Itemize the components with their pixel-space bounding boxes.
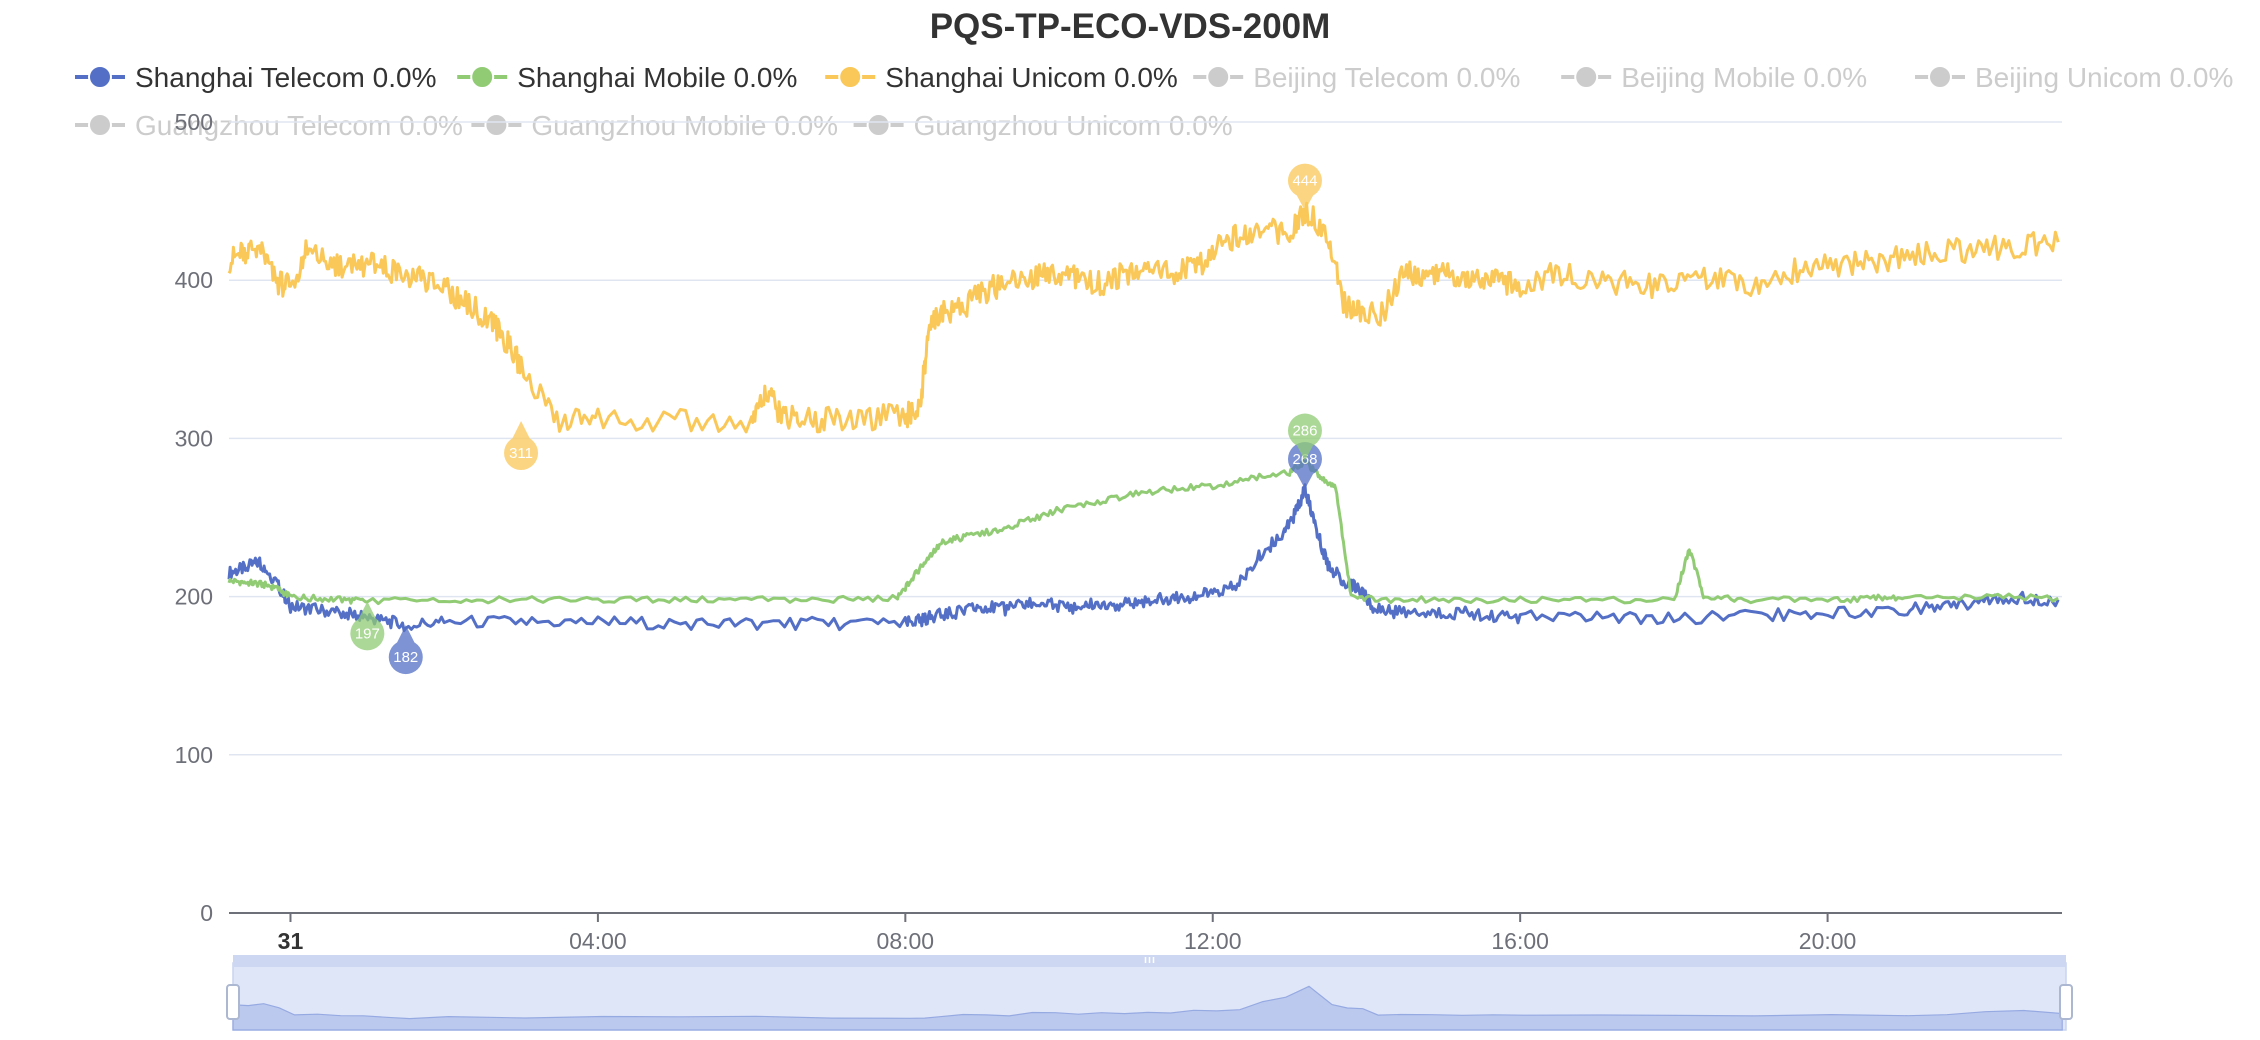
zoom-grip-icon (1144, 957, 1155, 963)
x-tick-label: 04:00 (569, 928, 627, 954)
legend-dot-icon (1206, 65, 1231, 89)
series-line (227, 201, 2060, 434)
plot-area (227, 201, 2060, 633)
marker-value-label: 311 (509, 445, 533, 462)
legend-dot-icon (1928, 65, 1952, 89)
marker-value-label: 286 (1292, 423, 1317, 440)
legend-item[interactable]: Guangzhou Mobile 0.0% (471, 110, 838, 141)
legend-item[interactable]: Shanghai Unicom 0.0% (825, 62, 1178, 93)
legend-dot-icon (1574, 65, 1599, 89)
max-marker: 444 (1287, 163, 1322, 211)
chart-title: PQS-TP-ECO-VDS-200M (930, 7, 1331, 46)
y-axis: 0 100 200 300 400 500 (175, 109, 213, 926)
y-tick-label: 300 (175, 425, 213, 451)
zoom-left-handle[interactable] (226, 984, 240, 1020)
zoom-preview-area (232, 985, 2063, 1031)
legend-item[interactable]: Beijing Telecom 0.0% (1193, 62, 1520, 93)
legend-item[interactable]: Guangzhou Unicom 0.0% (853, 110, 1233, 141)
legend-item[interactable]: Guangzhou Telecom 0.0% (75, 110, 463, 141)
x-tick-label: 20:00 (1799, 928, 1857, 954)
x-axis: 31 04:00 08:00 12:00 16:00 20:00 (229, 912, 2062, 954)
legend: Shanghai Telecom 0.0% Shanghai Mobile 0.0… (75, 62, 2233, 141)
y-tick-label: 100 (175, 742, 213, 768)
x-tick-label: 08:00 (877, 928, 935, 954)
series-line (227, 483, 2060, 633)
legend-item[interactable]: Shanghai Mobile 0.0% (457, 62, 797, 93)
legend-dot-icon (88, 65, 112, 89)
legend-label: Guangzhou Mobile 0.0% (531, 110, 838, 141)
legend-label: Guangzhou Telecom 0.0% (135, 110, 463, 141)
y-tick-label: 0 (200, 900, 213, 926)
min-marker: 311 (504, 420, 539, 470)
marker-value-label: 197 (355, 625, 380, 642)
min-marker: 182 (388, 625, 423, 675)
legend-item[interactable]: Beijing Unicom 0.0% (1915, 62, 2233, 93)
series-line (227, 458, 2059, 606)
max-marker: 286 (1287, 413, 1322, 461)
legend-dot-icon (88, 113, 112, 137)
marker-value-label: 182 (393, 649, 418, 666)
legend-item[interactable]: Shanghai Telecom 0.0% (75, 62, 436, 93)
legend-label: Shanghai Unicom 0.0% (885, 62, 1178, 93)
zoom-right-handle[interactable] (2059, 984, 2073, 1020)
legend-label: Guangzhou Unicom 0.0% (914, 110, 1233, 141)
legend-label: Shanghai Mobile 0.0% (517, 62, 797, 93)
legend-label: Beijing Telecom 0.0% (1253, 62, 1520, 93)
y-tick-label: 500 (175, 109, 213, 135)
y-tick-label: 200 (175, 584, 213, 610)
min-marker: 197 (350, 601, 385, 651)
min-max-markers: 182268197286311444 (350, 163, 1322, 675)
x-tick-label: 31 (278, 928, 304, 954)
legend-label: Beijing Mobile 0.0% (1621, 62, 1867, 93)
legend-label: Shanghai Telecom 0.0% (135, 62, 436, 93)
legend-item[interactable]: Beijing Mobile 0.0% (1561, 62, 1867, 93)
legend-label: Beijing Unicom 0.0% (1975, 62, 2233, 93)
data-zoom-slider[interactable] (226, 955, 2073, 1031)
grid-lines (229, 121, 2062, 756)
legend-dot-icon (470, 65, 495, 89)
x-tick-label: 16:00 (1491, 928, 1549, 954)
legend-dot-icon (866, 113, 891, 137)
marker-value-label: 444 (1292, 173, 1317, 190)
y-tick-label: 400 (175, 267, 213, 293)
legend-dot-icon (838, 65, 863, 89)
legend-dot-icon (484, 113, 509, 137)
x-tick-label: 12:00 (1184, 928, 1242, 954)
